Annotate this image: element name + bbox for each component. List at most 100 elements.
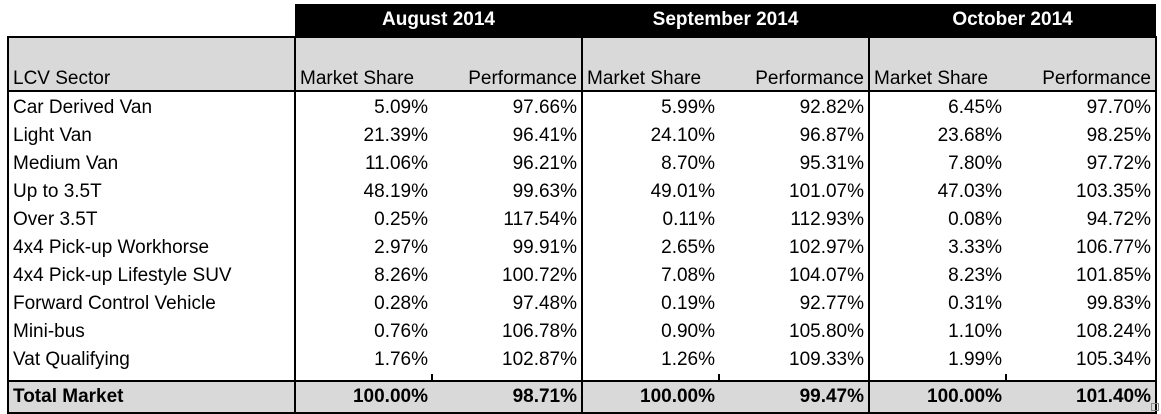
aug-perf-cell: 100.72% <box>432 262 582 290</box>
total-row: Total Market 100.00% 98.71% 100.00% 99.4… <box>8 381 1156 413</box>
sep-perf-cell: 101.07% <box>719 178 869 206</box>
aug-perf-cell: 97.66% <box>432 91 582 122</box>
aug-share-cell: 48.19% <box>295 178 432 206</box>
column-header-row: LCV Sector Market Share Performance Mark… <box>8 37 1156 91</box>
aug-share-cell: 0.25% <box>295 206 432 234</box>
oct-share-cell: 0.08% <box>869 206 1006 234</box>
oct-share-cell: 23.68% <box>869 122 1006 150</box>
oct-share-cell: 3.33% <box>869 234 1006 262</box>
sep-share-cell: 7.08% <box>582 262 719 290</box>
aug-performance-header: Performance <box>432 37 582 91</box>
sector-cell: Mini-bus <box>8 318 295 346</box>
aug-perf-cell: 99.63% <box>432 178 582 206</box>
sector-cell: Car Derived Van <box>8 91 295 122</box>
month-header-august: August 2014 <box>295 4 582 37</box>
total-aug-perf-cell: 98.71% <box>432 381 582 413</box>
sep-market-share-header: Market Share <box>582 37 719 91</box>
sep-share-cell: 0.90% <box>582 318 719 346</box>
oct-perf-cell: 106.77% <box>1006 234 1156 262</box>
total-aug-share-cell: 100.00% <box>295 381 432 413</box>
total-sep-perf-cell: 99.47% <box>719 381 869 413</box>
sep-perf-cell: 105.80% <box>719 318 869 346</box>
sector-cell: Forward Control Vehicle <box>8 290 295 318</box>
oct-perf-cell: 108.24% <box>1006 318 1156 346</box>
sep-share-cell: 0.19% <box>582 290 719 318</box>
total-sector-cell: Total Market <box>8 381 295 413</box>
sep-perf-cell: 92.77% <box>719 290 869 318</box>
sector-cell: Light Van <box>8 122 295 150</box>
aug-perf-cell: 117.54% <box>432 206 582 234</box>
oct-perf-cell: 98.25% <box>1006 122 1156 150</box>
oct-perf-cell: 97.70% <box>1006 91 1156 122</box>
lcv-market-table: August 2014 September 2014 October 2014 … <box>7 4 1157 414</box>
sector-cell: 4x4 Pick-up Workhorse <box>8 234 295 262</box>
month-header-october: October 2014 <box>869 4 1156 37</box>
sep-share-cell: 0.11% <box>582 206 719 234</box>
sep-share-cell: 5.99% <box>582 91 719 122</box>
aug-perf-cell: 96.41% <box>432 122 582 150</box>
aug-share-cell: 0.76% <box>295 318 432 346</box>
sep-share-cell: 8.70% <box>582 150 719 178</box>
sep-share-cell: 2.65% <box>582 234 719 262</box>
aug-share-cell: 2.97% <box>295 234 432 262</box>
sep-share-cell: 49.01% <box>582 178 719 206</box>
oct-perf-cell: 105.34% <box>1006 346 1156 374</box>
sector-cell: 4x4 Pick-up Lifestyle SUV <box>8 262 295 290</box>
oct-share-cell: 0.31% <box>869 290 1006 318</box>
sep-perf-cell: 104.07% <box>719 262 869 290</box>
oct-market-share-header: Market Share <box>869 37 1006 91</box>
aug-perf-cell: 96.21% <box>432 150 582 178</box>
resize-handle-icon[interactable] <box>1151 403 1159 411</box>
aug-perf-cell: 99.91% <box>432 234 582 262</box>
sector-column-header: LCV Sector <box>8 37 295 91</box>
sep-perf-cell: 95.31% <box>719 150 869 178</box>
oct-perf-cell: 101.85% <box>1006 262 1156 290</box>
month-header-september: September 2014 <box>582 4 869 37</box>
aug-share-cell: 5.09% <box>295 91 432 122</box>
sector-cell: Over 3.5T <box>8 206 295 234</box>
oct-share-cell: 7.80% <box>869 150 1006 178</box>
total-oct-perf-cell: 101.40% <box>1006 381 1156 413</box>
total-sep-share-cell: 100.00% <box>582 381 719 413</box>
oct-perf-cell: 94.72% <box>1006 206 1156 234</box>
oct-share-cell: 47.03% <box>869 178 1006 206</box>
spacer-row <box>8 374 1156 381</box>
oct-share-cell: 1.99% <box>869 346 1006 374</box>
oct-perf-cell: 99.83% <box>1006 290 1156 318</box>
aug-perf-cell: 106.78% <box>432 318 582 346</box>
total-oct-share-cell: 100.00% <box>869 381 1006 413</box>
aug-market-share-header: Market Share <box>295 37 432 91</box>
sep-perf-cell: 109.33% <box>719 346 869 374</box>
oct-share-cell: 8.23% <box>869 262 1006 290</box>
oct-share-cell: 1.10% <box>869 318 1006 346</box>
oct-share-cell: 6.45% <box>869 91 1006 122</box>
aug-share-cell: 1.76% <box>295 346 432 374</box>
aug-share-cell: 0.28% <box>295 290 432 318</box>
sep-share-cell: 24.10% <box>582 122 719 150</box>
sep-perf-cell: 92.82% <box>719 91 869 122</box>
sep-share-cell: 1.26% <box>582 346 719 374</box>
aug-share-cell: 8.26% <box>295 262 432 290</box>
month-header-blank <box>8 4 295 37</box>
aug-perf-cell: 102.87% <box>432 346 582 374</box>
aug-share-cell: 11.06% <box>295 150 432 178</box>
oct-performance-header: Performance <box>1006 37 1156 91</box>
sector-cell: Vat Qualifying <box>8 346 295 374</box>
lcv-market-table-container: August 2014 September 2014 October 2014 … <box>7 4 1155 414</box>
sector-cell: Medium Van <box>8 150 295 178</box>
sector-cell: Up to 3.5T <box>8 178 295 206</box>
sep-perf-cell: 112.93% <box>719 206 869 234</box>
oct-perf-cell: 103.35% <box>1006 178 1156 206</box>
aug-perf-cell: 97.48% <box>432 290 582 318</box>
